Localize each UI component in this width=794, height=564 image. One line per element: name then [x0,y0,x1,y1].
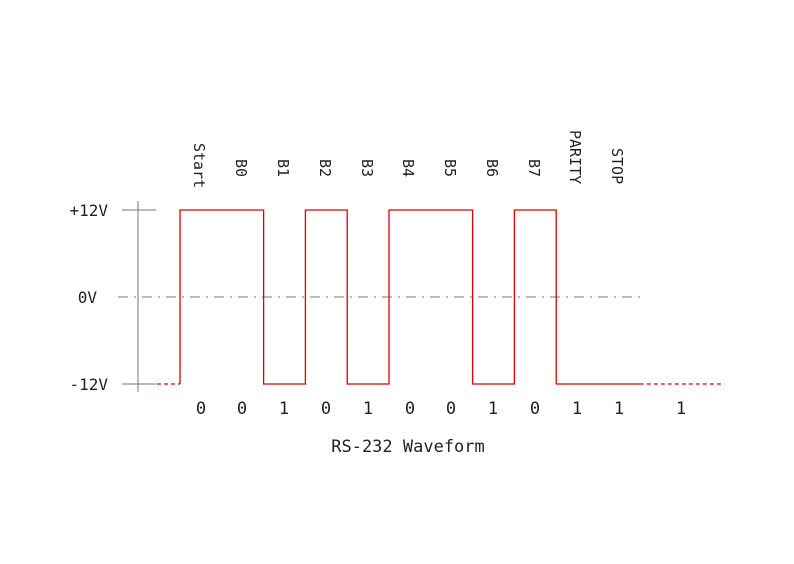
y-label-0v: 0V [78,288,98,307]
bit-value-b1: 1 [279,399,289,419]
waveform-signal [157,209,724,385]
frame-label-parity: PARITY [566,130,584,184]
bit-value-parity: 1 [572,399,582,419]
frame-label-b3: B3 [358,159,376,177]
bit-value-b2: 0 [321,399,331,419]
bit-value-b7: 0 [530,399,540,419]
frame-label-b4: B4 [399,159,417,177]
bit-value-idle: 1 [676,399,686,419]
frame-label-b0: B0 [232,159,250,177]
waveform-frame [179,209,640,385]
bit-value-start: 0 [196,399,206,419]
bit-value-b3: 1 [363,399,373,419]
bit-value-b4: 0 [405,399,415,419]
bit-value-stop: 1 [614,399,624,419]
frame-label-stop: STOP [608,148,626,184]
diagram-caption: RS-232 Waveform [331,437,485,457]
frame-label-b2: B2 [316,159,334,177]
y-label-plus12v: +12V [69,201,108,220]
frame-label-b7: B7 [525,159,543,177]
frame-label-b5: B5 [441,159,459,177]
bit-value-b0: 0 [237,399,247,419]
frame-label-b6: B6 [483,159,501,177]
bit-value-b6: 1 [488,399,498,419]
frame-label-b1: B1 [274,159,292,177]
frame-label-start: Start [190,143,208,188]
y-label-minus12v: -12V [69,375,108,394]
bit-value-b5: 0 [446,399,456,419]
